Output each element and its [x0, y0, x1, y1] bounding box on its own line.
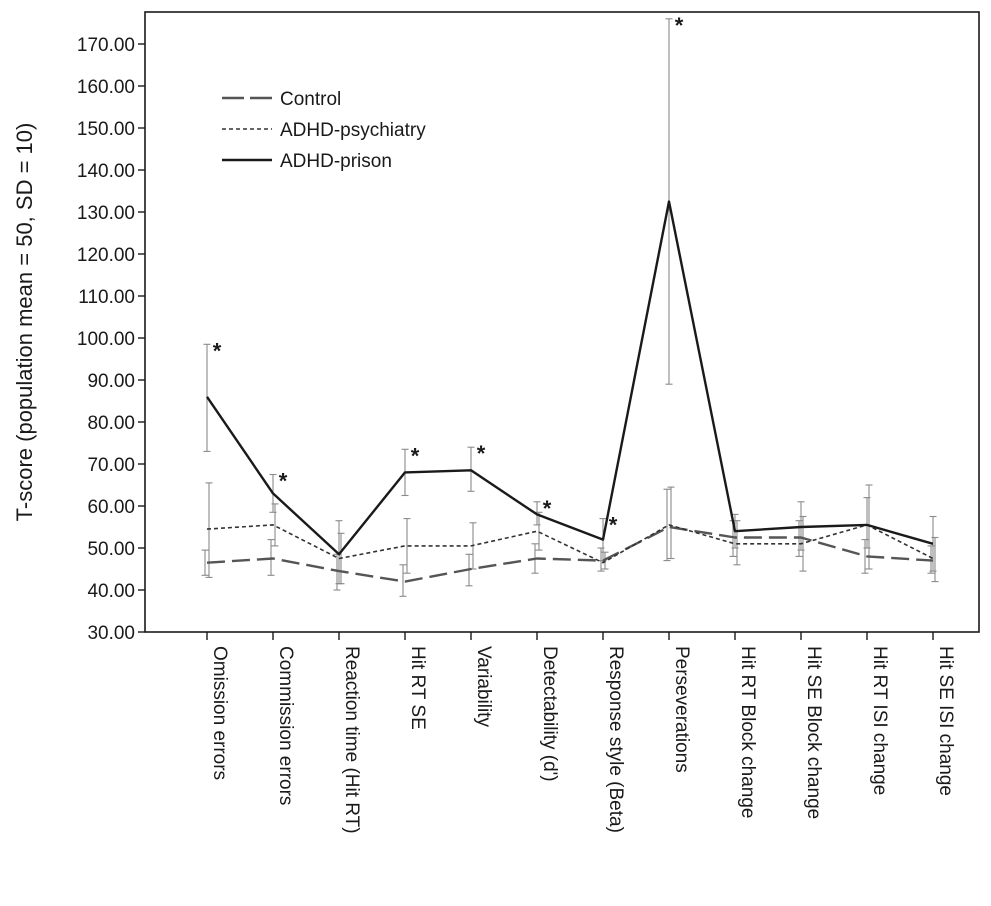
series-line-adhd-prison: [206, 200, 934, 556]
x-tick-label: Hit SE Block change: [803, 646, 824, 819]
series-line-adhd-psychiatry: [206, 524, 934, 564]
y-tick-label: 120.00: [77, 245, 135, 266]
y-tick-label: 80.00: [87, 413, 135, 434]
y-tick-label: 110.00: [78, 287, 135, 308]
significance-star: *: [213, 338, 222, 363]
x-tick-label: Variability: [473, 646, 494, 727]
series-lines: [206, 200, 934, 583]
x-axis: Omission errors Commission errors Reaction…: [206, 632, 956, 834]
y-tick-label: 170.00: [77, 35, 135, 56]
significance-star: *: [543, 496, 552, 521]
significance-star: *: [279, 469, 288, 494]
significance-star: *: [477, 441, 486, 466]
significance-star: *: [675, 13, 684, 38]
legend-label: ADHD-prison: [280, 151, 392, 172]
plot-frame: [144, 11, 980, 633]
x-tick-label: Hit SE ISI change: [935, 646, 956, 796]
y-tick-label: 70.00: [87, 455, 135, 476]
y-axis: 30.00 40.00 50.00 60.00 70.00 80.00 90.00 100.0…: [77, 35, 145, 644]
legend-label: Control: [280, 89, 341, 110]
x-tick-label: Omission errors: [209, 646, 230, 780]
legend: Control ADHD-psychiatry ADHD-prison: [222, 89, 426, 172]
legend-label: ADHD-psychiatry: [280, 120, 426, 141]
y-tick-label: 50.00: [87, 539, 135, 560]
y-tick-label: 30.00: [87, 623, 135, 644]
significance-star: *: [609, 513, 618, 538]
y-tick-label: 160.00: [77, 77, 135, 98]
x-tick-label: Reaction time (Hit RT): [341, 646, 362, 834]
significance-star: *: [411, 443, 420, 468]
x-tick-label: Detectability (d'): [539, 646, 560, 782]
y-tick-label: 150.00: [77, 119, 135, 140]
x-tick-label: Hit RT Block change: [737, 646, 758, 819]
significance-markers: * * * * * * *: [213, 13, 684, 538]
x-tick-label: Hit RT ISI change: [869, 646, 890, 795]
x-tick-label: Perseverations: [671, 646, 692, 773]
y-tick-label: 100.00: [77, 329, 135, 350]
y-tick-label: 90.00: [87, 371, 135, 392]
series-line-control: [206, 525, 934, 583]
y-tick-label: 40.00: [87, 581, 135, 602]
x-tick-label: Commission errors: [275, 646, 296, 805]
y-axis-title: T-score (population mean = 50, SD = 10): [12, 123, 37, 522]
y-tick-label: 140.00: [77, 161, 135, 182]
x-tick-label: Hit RT SE: [407, 646, 428, 730]
x-tick-label: Response style (Beta): [605, 646, 626, 833]
y-tick-label: 60.00: [87, 497, 135, 518]
y-tick-label: 130.00: [77, 203, 135, 224]
